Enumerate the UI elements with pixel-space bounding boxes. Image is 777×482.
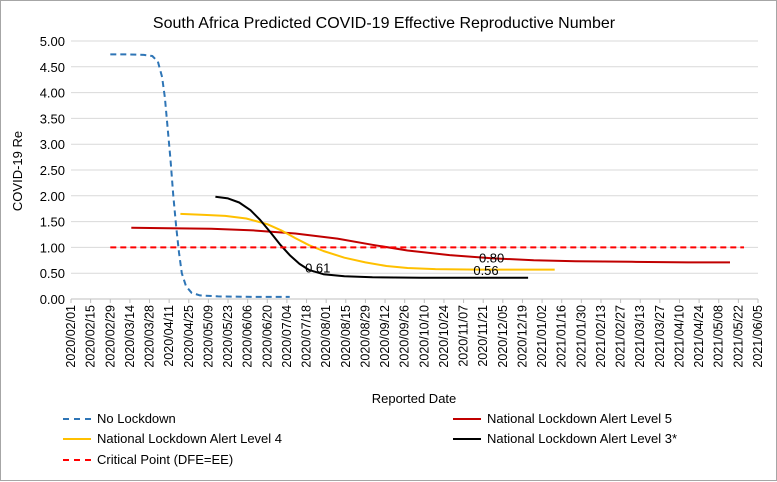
series-line-national-lockdown-alert-level-3 <box>215 195 529 279</box>
x-tick-label: 2020/06/20 <box>260 305 274 368</box>
y-tick-labels: 0.00 0.50 1.00 1.50 2.00 2.50 3.00 3.50 4.00 4.50… <box>40 34 65 307</box>
x-tick-label: 2020/08/01 <box>319 305 333 368</box>
x-tick-label: 2021/05/22 <box>731 305 745 368</box>
gridlines <box>70 40 759 303</box>
x-tick-label: 2021/01/16 <box>555 305 569 368</box>
x-tick-label: 2020/05/09 <box>201 305 215 368</box>
x-tick-label: 2020/07/18 <box>300 305 314 368</box>
x-tick-label: 2020/10/24 <box>437 305 451 368</box>
x-tick-label: 2021/02/27 <box>614 305 628 368</box>
chart-title: South Africa Predicted COVID-19 Effectiv… <box>153 15 616 32</box>
data-label: 0.56 <box>473 263 498 278</box>
legend-swatch-level-3 <box>453 437 481 440</box>
y-tick-label: 2.00 <box>40 189 65 204</box>
x-tick-label: 2021/01/02 <box>535 305 549 368</box>
x-tick-label: 2020/09/26 <box>398 305 412 368</box>
x-tick-label: 2021/01/30 <box>574 305 588 368</box>
x-tick-label: 2020/08/29 <box>358 305 372 368</box>
legend-level-4: National Lockdown Alert Level 4 <box>63 431 282 446</box>
x-tick-label: 2020/08/15 <box>339 305 353 368</box>
x-tick-label: 2020/09/12 <box>378 305 392 368</box>
legend-swatch-no-lockdown <box>63 417 91 420</box>
y-axis-label: COVID-19 Re <box>10 131 25 211</box>
x-tick-label: 2020/05/23 <box>221 305 235 368</box>
x-tick-label: 2020/11/21 <box>476 305 490 367</box>
x-tick-label: 2020/02/01 <box>64 305 78 368</box>
x-tick-label: 2020/04/11 <box>162 305 176 367</box>
x-tick-label: 2020/11/07 <box>457 305 471 367</box>
x-tick-label: 2020/07/04 <box>280 305 294 368</box>
x-tick-label: 2021/03/13 <box>633 305 647 368</box>
y-tick-label: 0.00 <box>40 292 65 307</box>
y-tick-label: 3.00 <box>40 137 65 152</box>
x-tick-label: 2020/02/29 <box>103 305 117 368</box>
legend-label-level-5: National Lockdown Alert Level 5 <box>487 411 673 426</box>
legend-level-3: National Lockdown Alert Level 3* <box>453 431 677 446</box>
legend-swatch-level-5 <box>453 417 481 420</box>
series-lines <box>110 53 744 298</box>
x-tick-label: 2020/03/14 <box>123 305 137 368</box>
x-tick-label: 2021/06/05 <box>751 305 765 368</box>
x-tick-label: 2020/12/05 <box>496 305 510 368</box>
legend-label-level-3: National Lockdown Alert Level 3* <box>487 431 678 446</box>
y-tick-label: 0.50 <box>40 266 65 281</box>
y-tick-label: 4.50 <box>40 60 65 75</box>
data-label: 0.80 <box>479 251 504 266</box>
legend-label-critical-point: Critical Point (DFE=EE) <box>97 452 234 467</box>
data-annotations: 0.80 0.61 0.56 <box>305 251 504 278</box>
data-label: 0.61 <box>305 261 330 276</box>
y-tick-label: 3.50 <box>40 111 65 126</box>
x-tick-label: 2020/12/19 <box>515 305 529 368</box>
legend-swatch-critical-point <box>63 458 91 461</box>
y-tick-label: 1.00 <box>40 240 65 255</box>
legend-label-level-4: National Lockdown Alert Level 4 <box>97 431 283 446</box>
x-tick-label: 2021/04/10 <box>672 305 686 368</box>
x-tick-label: 2021/05/08 <box>712 305 726 368</box>
y-tick-label: 5.00 <box>40 34 65 49</box>
x-tick-label: 2020/02/15 <box>84 305 98 368</box>
x-tick-labels: 2020/02/01 2020/02/15 2020/02/29 2020/03/14… <box>64 305 765 368</box>
legend-no-lockdown: No Lockdown <box>63 411 176 426</box>
x-tick-label: 2020/10/10 <box>417 305 431 368</box>
y-tick-label: 1.50 <box>40 215 65 230</box>
legend-label-no-lockdown: No Lockdown <box>97 411 176 426</box>
x-tick-label: 2020/04/25 <box>182 305 196 368</box>
legend-swatch-level-4 <box>63 437 91 440</box>
legend-critical-point: Critical Point (DFE=EE) <box>63 452 233 467</box>
y-tick-label: 2.50 <box>40 163 65 178</box>
x-tick-label: 2021/04/24 <box>692 305 706 368</box>
series-line-no-lockdown <box>110 53 290 298</box>
series-line-national-lockdown-alert-level-5 <box>131 226 730 264</box>
x-tick-label: 2020/03/28 <box>143 305 157 368</box>
y-tick-label: 4.00 <box>40 86 65 101</box>
x-axis-label: Reported Date <box>372 391 457 406</box>
series-line-national-lockdown-alert-level-4 <box>180 212 555 271</box>
x-tick-label: 2021/03/27 <box>653 305 667 368</box>
x-tick-label: 2020/06/06 <box>241 305 255 368</box>
legend-level-5: National Lockdown Alert Level 5 <box>453 411 672 426</box>
x-tick-label: 2021/02/13 <box>594 305 608 368</box>
